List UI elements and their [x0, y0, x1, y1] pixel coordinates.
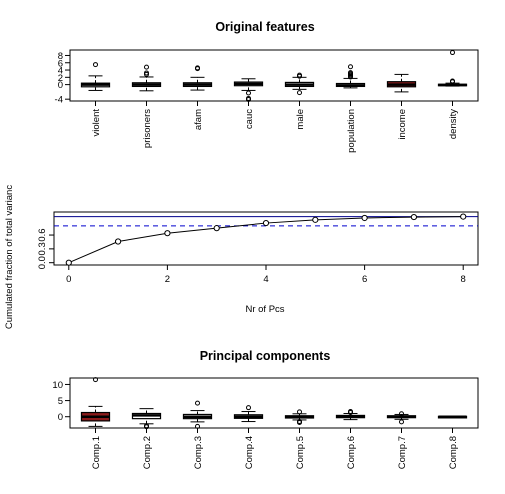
outlier-point	[195, 65, 200, 71]
outlier-point	[348, 64, 353, 70]
outlier-point	[399, 411, 404, 417]
outlier-point	[297, 90, 302, 96]
y-tick-label: -4	[55, 95, 63, 106]
box-Comp.6	[335, 409, 366, 421]
cumulative-variance-panel: Nr of Pcs Cumulated fraction of total va…	[4, 185, 479, 329]
x-tick-label: cauc	[244, 109, 255, 129]
y-tick-label: 0.3	[37, 242, 48, 255]
x-tick-label: violent	[91, 109, 102, 137]
cumvar-point	[262, 219, 270, 227]
x-tick-label: population	[346, 109, 357, 153]
outlier-point	[399, 419, 404, 425]
x-tick-label: Comp.7	[397, 436, 408, 469]
x-tick-label: density	[448, 109, 459, 139]
y-tick-label: 0	[58, 80, 63, 91]
x-tick-label: 8	[461, 274, 466, 285]
box-violent	[80, 62, 111, 91]
x-tick-label: male	[295, 109, 306, 130]
x-tick-label: income	[397, 109, 408, 140]
outlier-point	[297, 420, 302, 426]
box-Comp.1	[80, 377, 111, 427]
cumvar-point	[65, 259, 72, 266]
cumvar-point	[213, 225, 220, 232]
cumvar-point	[361, 214, 368, 222]
outlier-point	[195, 400, 200, 406]
y-tick-label: 10	[52, 380, 63, 391]
cumvar-point	[312, 216, 319, 223]
box-afam	[182, 65, 213, 91]
outlier-point	[144, 64, 149, 70]
x-tick-label: Comp.8	[448, 436, 459, 469]
outlier-point	[93, 62, 98, 68]
x-tick-label: afam	[193, 109, 204, 130]
x-tick-label: Comp.2	[142, 436, 153, 469]
plot-frame-0	[69, 49, 479, 102]
box-Comp.5	[284, 409, 315, 426]
x-tick-label: Comp.4	[244, 436, 255, 469]
outlier-point	[348, 409, 353, 415]
box-prisoners	[131, 64, 162, 92]
x-tick-label: Comp.3	[193, 436, 204, 469]
cumvar-x-axis-label: Nr of Pcs	[245, 304, 284, 315]
x-tick-label: Comp.6	[346, 436, 357, 469]
x-tick-label: 2	[165, 274, 170, 285]
x-tick-label: prisoners	[142, 109, 153, 148]
outlier-point	[297, 72, 302, 78]
cumvar-point	[460, 213, 467, 220]
y-tick-label: 5	[58, 396, 63, 407]
outlier-point	[93, 377, 98, 383]
cumvar-point	[114, 238, 122, 245]
x-tick-label: Comp.5	[295, 436, 306, 469]
x-tick-label: 0	[66, 274, 71, 285]
outlier-point	[348, 70, 353, 76]
outlier-point	[144, 70, 149, 76]
box-income	[386, 73, 417, 93]
box-density	[437, 50, 468, 87]
outlier-point	[450, 50, 455, 56]
y-tick-label: 0.0	[37, 256, 48, 269]
plot-frame-2	[69, 377, 479, 429]
original-features-title: Original features	[215, 20, 314, 34]
x-tick-label: Comp.1	[91, 436, 102, 469]
outlier-point	[246, 405, 251, 411]
y-tick-label: 8	[58, 51, 63, 62]
box-Comp.8	[437, 415, 468, 419]
cumvar-point	[164, 230, 171, 237]
box-cauc	[233, 78, 264, 103]
y-tick-label: 6	[58, 58, 63, 69]
box-Comp.7	[386, 411, 417, 425]
box-Comp.2	[131, 408, 162, 430]
box-Comp.4	[233, 405, 264, 423]
cumvar-point	[410, 213, 418, 221]
cumvar-y-axis-label: Cumulated fraction of total varianc	[4, 185, 15, 329]
box-population	[335, 64, 366, 89]
principal-components-title: Principal components	[200, 349, 331, 363]
x-tick-label: 6	[362, 274, 367, 285]
box-Comp.3	[182, 400, 213, 429]
box-male	[284, 72, 315, 96]
x-tick-label: 4	[263, 274, 268, 285]
y-tick-label: 2	[58, 73, 63, 84]
outlier-point	[246, 90, 251, 96]
principal-components-panel: Principal components 0 5 10 Comp.1 Comp.2 Com…	[52, 349, 479, 469]
y-tick-label: 0	[58, 412, 63, 423]
outlier-point	[297, 409, 302, 415]
outlier-point	[450, 78, 455, 84]
y-tick-label: 0.6	[37, 228, 48, 241]
y-tick-label: 4	[58, 66, 63, 77]
